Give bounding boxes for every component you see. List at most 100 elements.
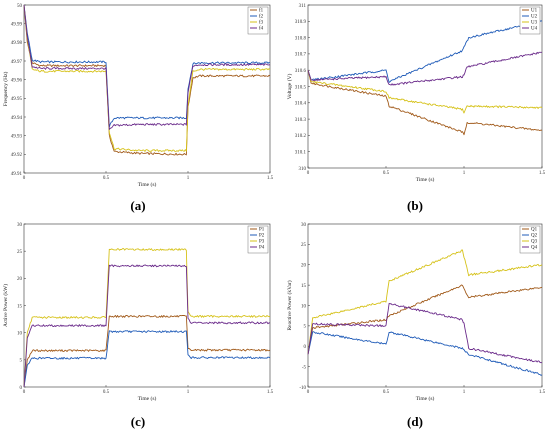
x-tick-label: 1.5 <box>539 171 546 176</box>
panel-label: (b) <box>407 198 423 213</box>
legend-label: U3 <box>531 21 538 26</box>
x-tick-label: 0.5 <box>383 390 390 395</box>
series-line-4 <box>23 264 271 388</box>
y-tick-label: 310.2 <box>295 134 307 139</box>
series-line-4 <box>307 51 543 86</box>
y-tick-label: 49.94 <box>11 116 23 121</box>
y-tick-label: 310.6 <box>295 69 307 74</box>
y-tick-label: 5 <box>20 359 23 364</box>
legend-label: P2 <box>259 234 265 239</box>
legend-box <box>247 225 269 254</box>
series-line-2 <box>23 330 271 388</box>
x-tick-label: 0 <box>307 390 310 395</box>
y-tick-label: 311 <box>299 4 307 9</box>
y-tick-label: 49.91 <box>11 172 23 177</box>
chart-panel-2: 0 0.5 1 1.5 310 310.1 310.2 310.3 310.4 310.5 310.… <box>286 4 546 213</box>
y-tick-label: 49.95 <box>11 97 23 102</box>
legend-label: U1 <box>531 9 538 14</box>
series-line-4 <box>307 302 543 364</box>
y-tick-label: 49.92 <box>11 153 23 158</box>
y-tick-label: 15 <box>301 284 307 289</box>
y-tick-label: 310 <box>299 167 307 172</box>
y-axis-label: Active Power (kW) <box>2 284 9 327</box>
legend-label: P1 <box>259 228 265 233</box>
series-line-3 <box>307 70 543 114</box>
series-line-1 <box>307 70 543 136</box>
y-tick-label: 20 <box>17 277 23 282</box>
x-axis-label: Time (s) <box>416 176 435 183</box>
panel-label: (c) <box>131 414 145 429</box>
y-tick-label: 25 <box>17 250 23 255</box>
y-tick-label: 49.96 <box>11 78 23 83</box>
y-tick-label: 310.8 <box>295 36 307 41</box>
legend-label: Q3 <box>531 240 538 245</box>
x-tick-label: 1.5 <box>267 176 274 181</box>
x-tick-label: 1 <box>187 176 190 181</box>
legend-label: f2 <box>259 15 264 20</box>
series-line-3 <box>23 4 271 152</box>
panel-label: (d) <box>407 414 423 429</box>
y-tick-label: 20 <box>301 264 307 269</box>
x-tick-label: 1 <box>187 390 190 395</box>
y-tick-label: 10 <box>301 304 307 309</box>
x-tick-label: 1.5 <box>539 390 546 395</box>
y-axis-label: Frequency (Hz) <box>2 72 9 107</box>
legend-label: f3 <box>259 21 264 26</box>
y-tick-label: 310.9 <box>295 20 307 25</box>
x-axis-label: Time (s) <box>138 395 157 402</box>
y-tick-label: 49.97 <box>11 60 23 65</box>
chart-panel-1: 0 0.5 1 1.5 49.91 49.92 49.93 49.94 49.95 49.96 49… <box>2 4 274 213</box>
y-tick-label: 0 <box>20 386 23 391</box>
y-tick-label: 49.99 <box>11 22 23 27</box>
y-tick-label: 30 <box>17 223 23 228</box>
series-line-2 <box>23 4 271 128</box>
y-tick-label: 310.7 <box>295 53 307 58</box>
y-tick-label: -10 <box>299 386 306 391</box>
legend-label: P3 <box>259 240 265 245</box>
series-line-2 <box>307 20 543 83</box>
y-tick-label: 30 <box>301 223 307 228</box>
x-axis-label: Time (s) <box>416 395 435 402</box>
x-axis-label: Time (s) <box>138 181 157 188</box>
y-tick-label: 25 <box>301 243 307 248</box>
series-line-2 <box>307 331 543 376</box>
legend-label: Q4 <box>531 246 538 251</box>
y-tick-label: -5 <box>302 365 307 370</box>
legend-label: U4 <box>531 27 538 32</box>
y-axis-label: Voltage (V) <box>286 73 293 99</box>
y-tick-label: 310.5 <box>295 85 307 90</box>
x-tick-label: 1 <box>463 171 466 176</box>
x-tick-label: 0.5 <box>103 390 110 395</box>
chart-panel-3: 0 0.5 1 1.5 0 5 10 15 20 25 30 Time (s) Active Power… <box>2 223 274 429</box>
x-tick-label: 0.5 <box>383 171 390 176</box>
y-tick-label: 5 <box>304 325 307 330</box>
chart-panel-4: 0 0.5 1 1.5 -10 -5 0 5 10 15 20 25 30 Time (s) Reactiv… <box>286 223 546 429</box>
y-tick-label: 0 <box>304 345 307 350</box>
x-tick-label: 1.5 <box>267 390 274 395</box>
y-tick-label: 10 <box>17 331 23 336</box>
y-tick-label: 50 <box>17 4 23 9</box>
plot-area <box>23 223 271 388</box>
series-line-1 <box>23 4 271 156</box>
y-tick-label: 310.4 <box>295 102 307 107</box>
panel-label: (a) <box>130 198 145 213</box>
y-tick-label: 15 <box>17 304 23 309</box>
legend-label: U2 <box>531 15 538 20</box>
legend-label: f4 <box>259 27 264 32</box>
series-line-3 <box>307 249 543 355</box>
x-tick-label: 0 <box>23 176 26 181</box>
y-tick-label: 49.98 <box>11 41 23 46</box>
y-axis-label: Reactive Power (kVar) <box>286 280 293 330</box>
legend-box <box>519 6 541 35</box>
x-tick-label: 0.5 <box>103 176 110 181</box>
legend-label: f1 <box>259 9 264 14</box>
series-line-3 <box>23 248 271 388</box>
legend-box <box>519 225 541 254</box>
legend-label: Q2 <box>531 234 538 239</box>
legend-label: P4 <box>259 246 265 251</box>
y-tick-label: 310.3 <box>295 118 307 123</box>
y-tick-label: 49.93 <box>11 134 23 139</box>
plot-area <box>23 4 271 174</box>
series-line-4 <box>23 4 271 130</box>
